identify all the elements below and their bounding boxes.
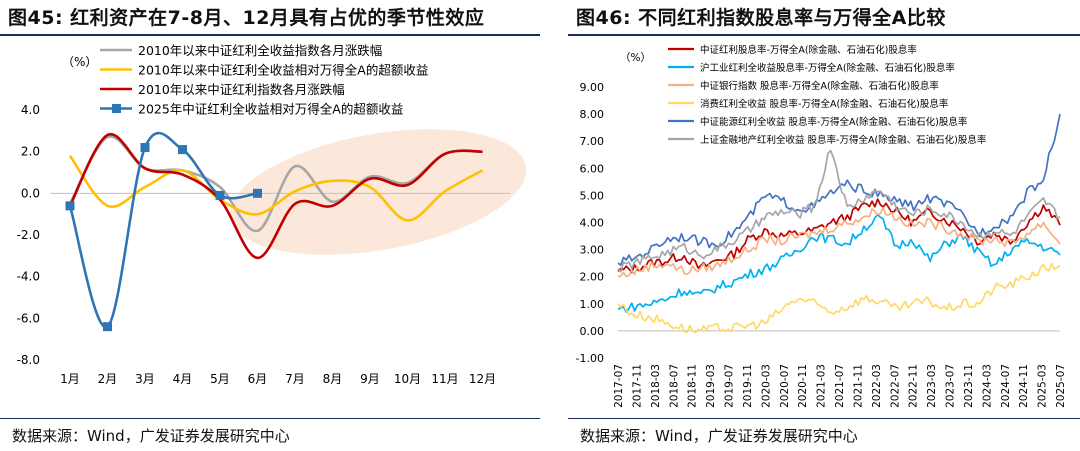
- y-tick-label: 8.00: [580, 108, 605, 121]
- y-tick-label: 5.00: [580, 189, 605, 202]
- x-tick-label: 2017-07: [613, 364, 625, 408]
- legend-marker: [112, 104, 121, 113]
- x-tick-label: 2025-03: [1037, 364, 1049, 408]
- x-tick-label: 8月: [323, 372, 343, 386]
- legend-label: 2010年以来中证红利全收益相对万得全A的超额收益: [138, 63, 428, 78]
- series-line-3: [617, 206, 1061, 278]
- y-tick-label: 4.0: [21, 103, 40, 117]
- x-tick-label: 2018-03: [650, 364, 662, 408]
- y-tick-label: -6.0: [17, 311, 40, 325]
- legend-label: 中证能源红利全收益 股息率-万得全A(除金融、石油石化)股息率: [700, 116, 968, 128]
- y-tick-label: -2.0: [17, 228, 40, 242]
- x-tick-label: 2019-03: [705, 364, 717, 408]
- x-tick-label: 7月: [285, 372, 305, 386]
- legend-label: 2010年以来中证红利全收益指数各月涨跌幅: [138, 43, 382, 58]
- x-tick-label: 4月: [173, 372, 193, 386]
- right-chart-panel: 图46: 不同红利指数股息率与万得全A比较 （%） 9.00 8.00 7.00 6.0…: [568, 0, 1080, 451]
- y-tick-label: 2.00: [580, 271, 605, 284]
- x-tick-label: 2020-11: [797, 364, 809, 408]
- y-tick-label: 9.00: [580, 81, 605, 94]
- series-marker: [103, 322, 112, 332]
- left-chart-title: 图45: 红利资产在7-8月、12月具有占优的季节性效应: [8, 7, 485, 29]
- x-tick-label: 2月: [98, 372, 118, 386]
- series-line-2: [68, 155, 484, 222]
- x-tick-label: 2019-11: [742, 364, 754, 408]
- legend-label: 消费红利全收益 股息率-万得全A(除金融、石油石化)股息率: [700, 98, 949, 110]
- x-tick-label: 10月: [394, 372, 421, 386]
- x-tick-label: 5月: [210, 372, 230, 386]
- series-marker: [178, 145, 187, 155]
- x-tick-label: 6月: [248, 372, 268, 386]
- x-tick-label: 2023-11: [963, 364, 975, 408]
- series-line-6: [617, 149, 1061, 273]
- y-unit-label: （%）: [62, 55, 97, 69]
- x-tick-label: 2020-03: [760, 364, 772, 408]
- right-footer-rule: [568, 418, 1080, 419]
- series-line-4: [68, 131, 258, 329]
- right-chart-source: 数据来源：Wind，广发证券发展研究中心: [580, 427, 858, 445]
- y-tick-label: 0.00: [580, 325, 605, 338]
- x-tick-label: 2024-07: [1000, 364, 1012, 408]
- x-tick-label: 12月: [469, 372, 496, 386]
- x-tick-label: 1月: [60, 372, 80, 386]
- series-marker: [215, 190, 225, 200]
- right-chart-title: 图46: 不同红利指数股息率与万得全A比较: [576, 7, 946, 29]
- left-chart-panel: 图45: 红利资产在7-8月、12月具有占优的季节性效应 （%） 4.0 2.0 0.…: [0, 7, 540, 445]
- right-chart: （%） 9.00 8.00 7.00 6.00 5.00 4.00 3.00 2.00 1.00 0…: [576, 44, 1067, 408]
- series-line-4: [617, 262, 1061, 334]
- x-tick-label: 2021-11: [852, 364, 864, 408]
- y-tick-label: 2.0: [21, 145, 40, 159]
- x-tick-label: 2019-07: [724, 364, 736, 408]
- legend-label: 中证银行指数 股息率-万得全A(除金融、石油石化)股息率: [700, 80, 939, 92]
- legend-label: 上证金融地产红利全收益 股息率-万得全A(除金融、石油石化)股息率: [700, 134, 987, 146]
- x-tick-label: 2020-07: [779, 364, 791, 408]
- series-marker: [140, 143, 150, 152]
- left-chart-source: 数据来源：Wind，广发证券发展研究中心: [12, 427, 290, 445]
- x-tick-label: 2017-11: [631, 364, 643, 408]
- series-marker: [253, 188, 262, 198]
- x-tick-label: 2018-07: [668, 364, 680, 408]
- y-tick-label: 7.00: [580, 135, 605, 148]
- x-tick-label: 9月: [360, 372, 380, 386]
- series-marker: [65, 201, 75, 211]
- legend-label: 2010年以来中证红利指数各月涨跌幅: [138, 82, 345, 97]
- x-tick-label: 2024-03: [981, 364, 993, 408]
- x-tick-label: 2025-07: [1055, 364, 1067, 408]
- series-line-1: [617, 198, 1061, 274]
- y-tick-label: 1.00: [580, 298, 605, 311]
- y-tick-label: -8.0: [17, 353, 40, 367]
- legend-label: 沪工业红利全收益股息率-万得全A(除金融、石油石化)股息率: [700, 62, 955, 74]
- x-tick-label: 2023-07: [945, 364, 957, 408]
- y-tick-label: -4.0: [17, 270, 40, 284]
- legend-label: 中证红利股息率-万得全A(除金融、石油石化)股息率: [700, 44, 917, 56]
- x-tick-label: 2022-07: [889, 364, 901, 408]
- x-tick-label: 2022-03: [871, 364, 883, 408]
- series-line-5: [617, 113, 1061, 266]
- y-tick-label: -1.00: [576, 352, 604, 365]
- x-tick-label: 11月: [431, 372, 458, 386]
- left-chart: （%） 4.0 2.0 0.0 -2.0 -4.0 -6.0 -8.0 1月 2月 3月 4月 5月 6月…: [17, 43, 527, 386]
- x-tick-label: 2024-11: [1018, 364, 1030, 408]
- y-tick-label: 6.00: [580, 162, 605, 175]
- series-line-2: [617, 213, 1061, 313]
- right-title-rule: [568, 34, 1080, 36]
- x-tick-label: 2018-11: [687, 364, 699, 408]
- y-unit-label: （%）: [620, 52, 651, 64]
- x-tick-label: 2021-03: [816, 364, 828, 408]
- left-footer-rule: [0, 418, 540, 419]
- series-line-3: [68, 133, 483, 260]
- legend-label: 2025年中证红利全收益相对万得全A的超额收益: [138, 102, 403, 117]
- left-title-rule: [0, 34, 540, 36]
- x-tick-label: 3月: [135, 372, 155, 386]
- y-tick-label: 0.0: [21, 186, 40, 200]
- x-tick-label: 2023-03: [926, 364, 938, 408]
- y-tick-label: 3.00: [580, 244, 605, 257]
- x-tick-label: 2021-07: [834, 364, 846, 408]
- y-tick-label: 4.00: [580, 217, 605, 230]
- x-tick-label: 2022-11: [908, 364, 920, 408]
